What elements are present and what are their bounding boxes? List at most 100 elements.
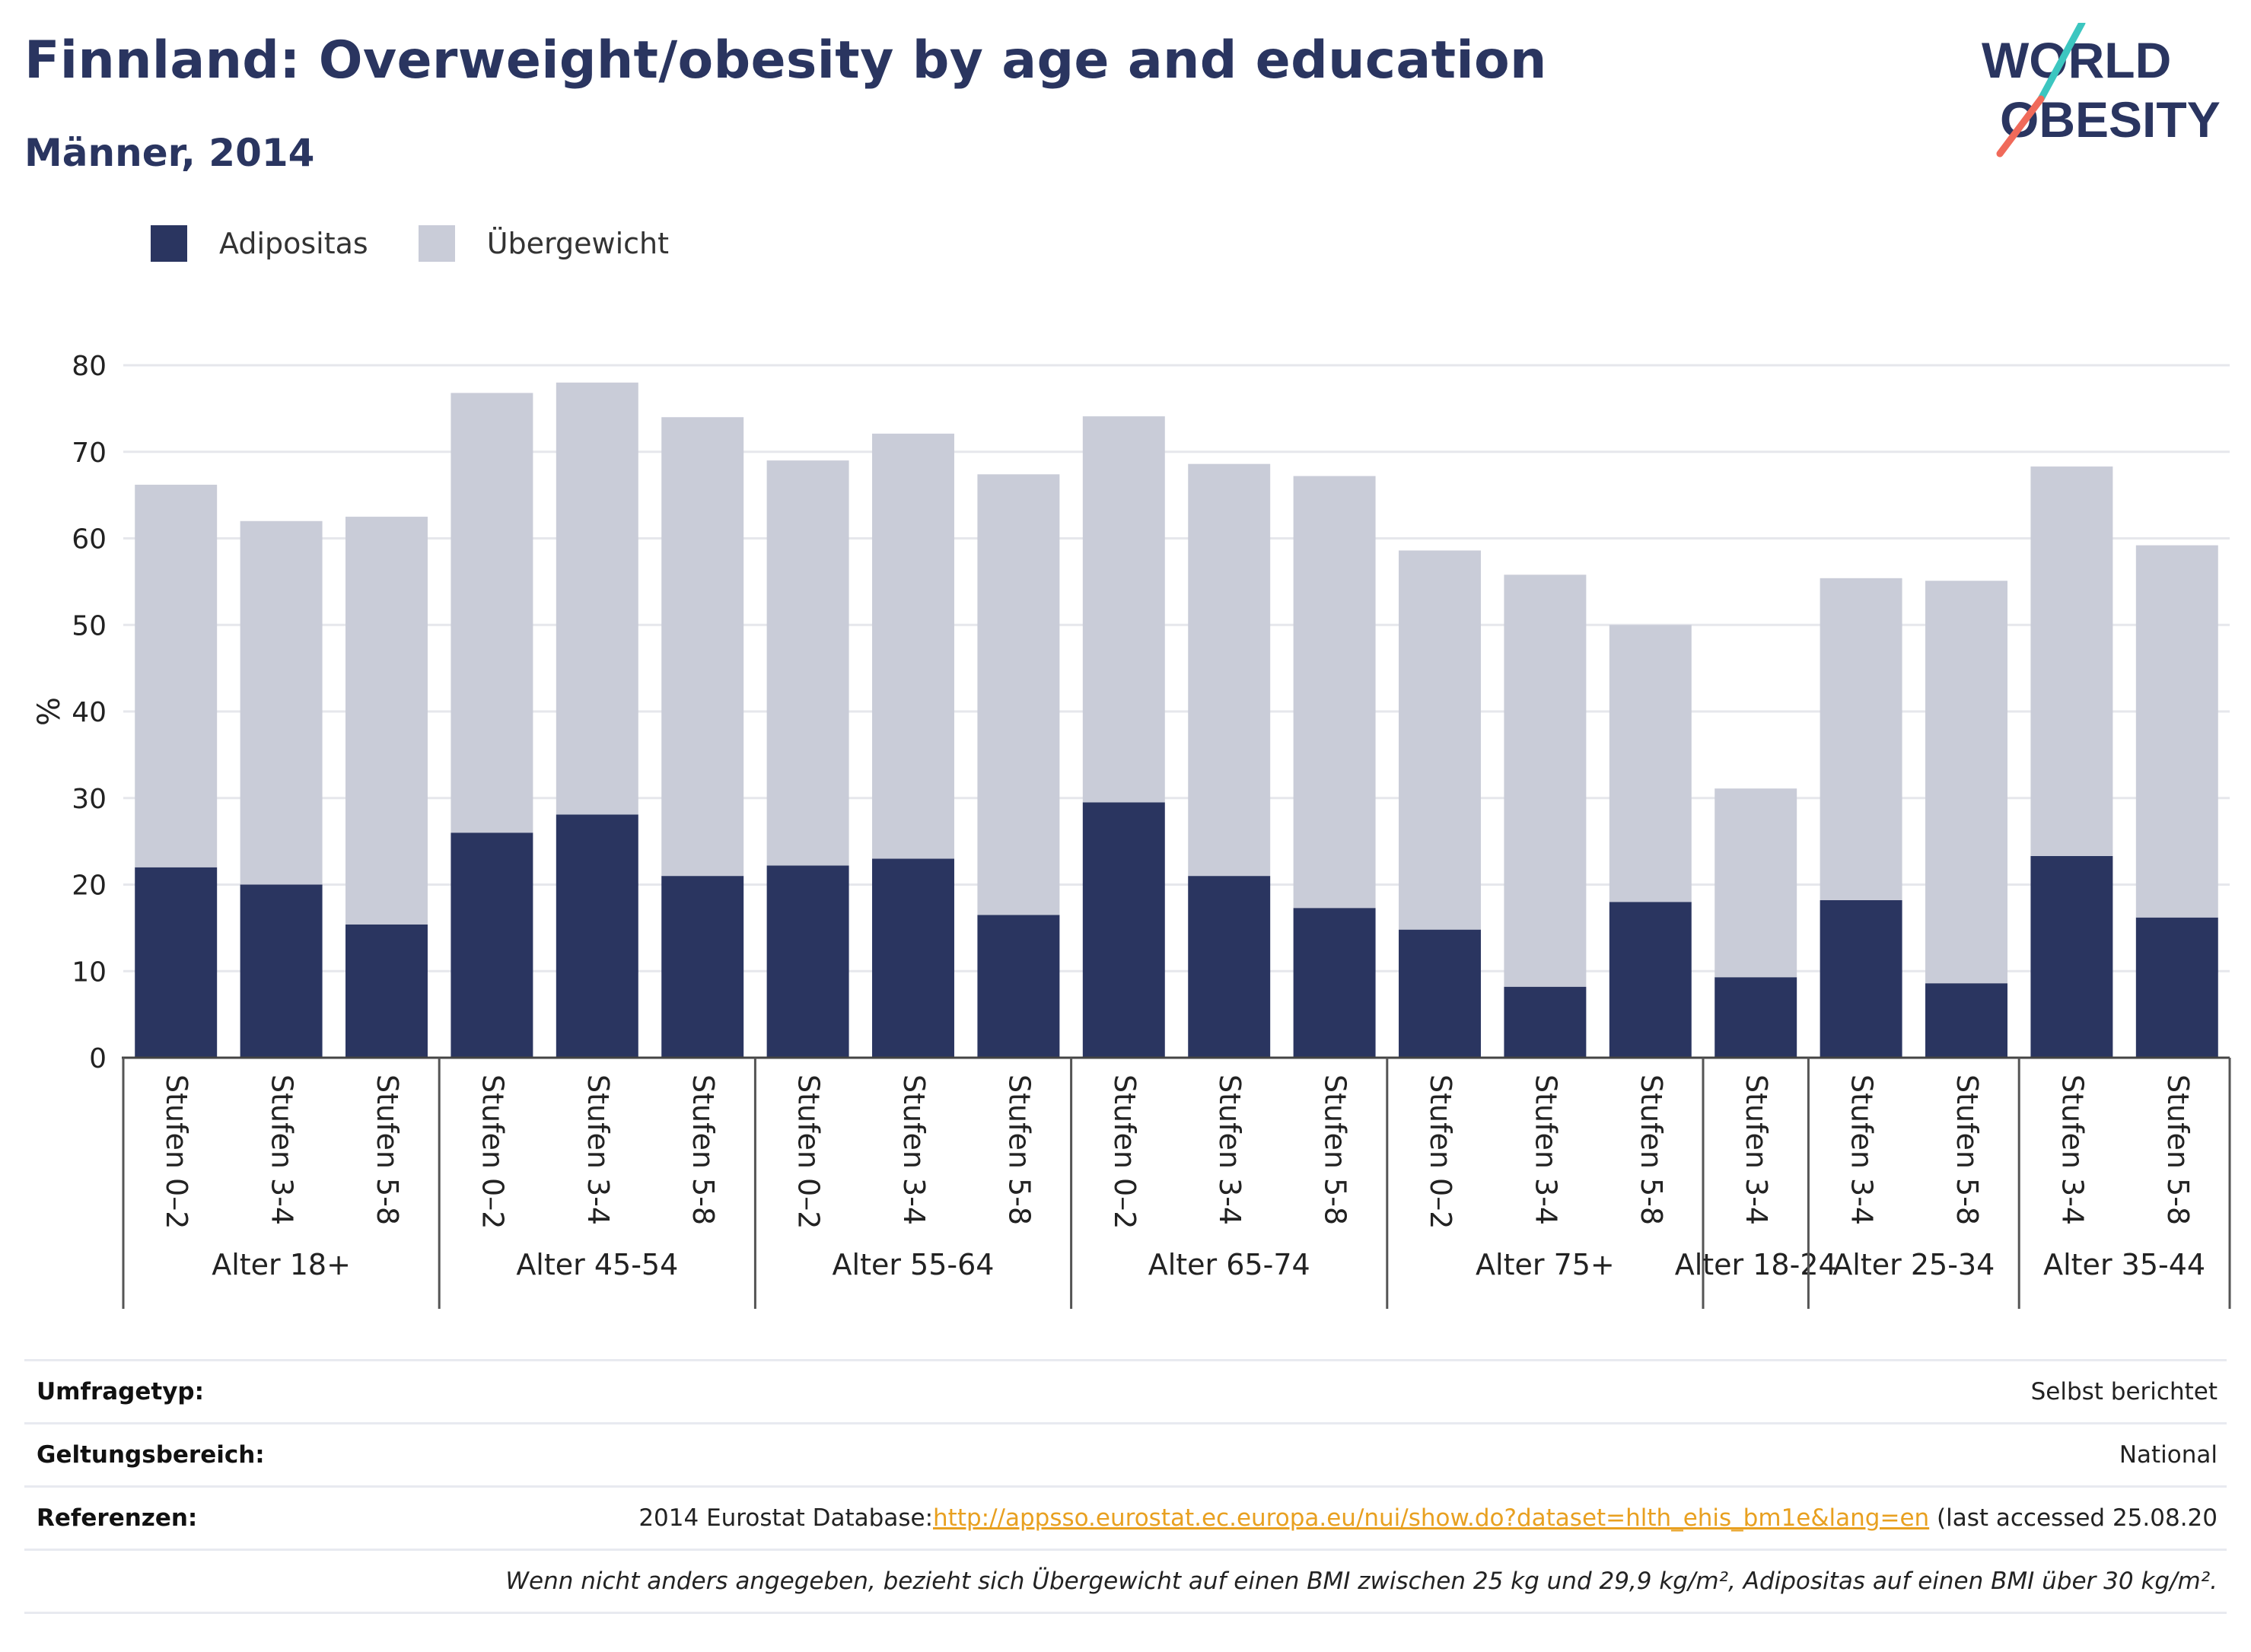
info-row-coverage: Geltungsbereich: National <box>24 1422 2227 1485</box>
group-label: Alter 65-74 <box>1148 1248 1310 1281</box>
x-tick-label: Stufen 3-4 <box>1529 1074 1562 1225</box>
group-label: Alter 75+ <box>1476 1248 1615 1281</box>
x-tick-label: Stufen 3-4 <box>581 1074 615 1225</box>
y-tick-label: 10 <box>72 957 107 988</box>
legend-item-uebergewicht[interactable]: Übergewicht <box>418 225 669 262</box>
x-tick-label: Stufen 3-4 <box>2055 1074 2089 1225</box>
group-label: Alter 35-44 <box>2043 1248 2205 1281</box>
info-row-note: Wenn nicht anders angegeben, bezieht sic… <box>24 1549 2227 1614</box>
bar-uebergewicht <box>766 460 849 866</box>
x-tick-label: Stufen 5-8 <box>1319 1074 1352 1225</box>
y-tick-label: 30 <box>72 784 107 815</box>
x-tick-label: Stufen 0–2 <box>476 1074 509 1229</box>
x-tick-label: Stufen 0–2 <box>792 1074 826 1229</box>
group-label: Alter 55-64 <box>833 1248 995 1281</box>
bar-uebergewicht <box>451 393 533 833</box>
bar-adipositas <box>1715 977 1797 1058</box>
x-tick-label: Stufen 0–2 <box>1108 1074 1141 1229</box>
info-value: 2014 Eurostat Database:http://appsso.eur… <box>638 1504 2227 1532</box>
legend-label: Adipositas <box>219 227 368 260</box>
bar-adipositas <box>240 884 323 1058</box>
legend-swatch-adipositas <box>151 225 187 262</box>
x-tick-label: Stufen 5-8 <box>686 1074 720 1225</box>
x-tick-label: Stufen 0–2 <box>160 1074 193 1229</box>
x-tick-label: Stufen 3-4 <box>266 1074 299 1225</box>
bar-adipositas <box>766 865 849 1058</box>
bar-uebergewicht <box>661 417 744 877</box>
y-tick-label: 40 <box>72 697 107 728</box>
x-tick-label: Stufen 5-8 <box>1635 1074 1668 1225</box>
info-row-references: Referenzen: 2014 Eurostat Database:http:… <box>24 1485 2227 1549</box>
logo-slash-teal <box>2037 23 2086 103</box>
legend-label: Übergewicht <box>486 227 669 260</box>
bar-adipositas <box>1399 929 1481 1058</box>
group-label: Alter 18-24 <box>1675 1248 1837 1281</box>
bar-adipositas <box>1504 986 1587 1058</box>
bar-uebergewicht <box>1399 550 1481 930</box>
bar-uebergewicht <box>1188 463 1271 877</box>
bar-adipositas <box>2030 855 2113 1058</box>
reference-link[interactable]: http://appsso.eurostat.ec.europa.eu/nui/… <box>933 1504 1930 1532</box>
info-value: Selbst berichtet <box>2030 1378 2218 1405</box>
y-axis-label: % <box>32 697 67 726</box>
info-key: Geltungsbereich: <box>37 1441 265 1469</box>
y-tick-label: 60 <box>72 524 107 555</box>
bar-uebergewicht <box>1925 581 2007 984</box>
chart-title: Finnland: Overweight/obesity by age and … <box>24 30 1547 91</box>
x-tick-label: Stufen 3-4 <box>1740 1074 1773 1225</box>
chart-subtitle: Männer, 2014 <box>24 131 315 175</box>
bar-adipositas <box>135 867 218 1058</box>
chart-legend: Adipositas Übergewicht <box>151 225 719 262</box>
logo-line1: WORLD <box>1982 32 2171 88</box>
bar-uebergewicht <box>345 517 428 925</box>
group-label: Alter 45-54 <box>516 1248 678 1281</box>
y-tick-label: 0 <box>89 1043 107 1074</box>
reference-prefix: 2014 Eurostat Database: <box>638 1504 934 1532</box>
bar-adipositas <box>1188 876 1271 1058</box>
bar-adipositas <box>1820 899 1902 1058</box>
bar-adipositas <box>1925 983 2007 1058</box>
bar-uebergewicht <box>240 520 323 885</box>
info-value: National <box>2119 1441 2218 1469</box>
info-table: Umfragetyp: Selbst berichtet Geltungsber… <box>24 1359 2227 1614</box>
bar-uebergewicht <box>556 382 638 815</box>
info-row-survey-type: Umfragetyp: Selbst berichtet <box>24 1359 2227 1422</box>
x-tick-label: Stufen 5-8 <box>2161 1074 2195 1225</box>
x-tick-label: Stufen 3-4 <box>1845 1074 1879 1225</box>
bar-adipositas <box>1082 802 1165 1058</box>
group-label: Alter 25-34 <box>1832 1248 1995 1281</box>
bar-uebergewicht <box>2135 545 2218 918</box>
info-key: Referenzen: <box>37 1504 198 1532</box>
x-tick-label: Stufen 5-8 <box>1950 1074 1984 1225</box>
y-tick-label: 70 <box>72 438 107 469</box>
info-key: Umfragetyp: <box>37 1378 204 1405</box>
x-tick-label: Stufen 3-4 <box>1213 1074 1246 1225</box>
x-tick-label: Stufen 5-8 <box>371 1074 404 1225</box>
y-tick-label: 20 <box>72 871 107 902</box>
bar-adipositas <box>345 924 428 1058</box>
bar-adipositas <box>2135 917 2218 1058</box>
x-tick-label: Stufen 3-4 <box>897 1074 931 1225</box>
bar-adipositas <box>977 915 1060 1058</box>
bar-adipositas <box>661 876 744 1058</box>
footnote: Wenn nicht anders angegeben, bezieht sic… <box>505 1568 2218 1595</box>
bar-uebergewicht <box>1820 578 1902 900</box>
bar-adipositas <box>1609 902 1692 1058</box>
legend-item-adipositas[interactable]: Adipositas <box>151 225 368 262</box>
stacked-bar-chart: 0 10 20 30 40 50 60 70 80% Stufen 0–2 Stufen 3-4 St… <box>32 351 2231 1309</box>
bar-uebergewicht <box>872 433 954 859</box>
bar-uebergewicht <box>1715 788 1797 978</box>
bar-uebergewicht <box>1504 575 1587 987</box>
x-tick-label: Stufen 0–2 <box>1424 1074 1457 1229</box>
logo-line2: OBESITY <box>2000 91 2221 148</box>
reference-suffix: (last accessed 25.08.20 <box>1929 1504 2218 1532</box>
bar-uebergewicht <box>1293 476 1376 909</box>
bar-uebergewicht <box>135 484 218 867</box>
bar-adipositas <box>1293 908 1376 1058</box>
bar-adipositas <box>872 858 954 1058</box>
y-tick-label: 50 <box>72 610 107 641</box>
logo-slash-coral <box>1996 95 2045 158</box>
bar-adipositas <box>556 814 638 1058</box>
bar-uebergewicht <box>2030 466 2113 856</box>
x-tick-label: Stufen 5-8 <box>1002 1074 1036 1225</box>
